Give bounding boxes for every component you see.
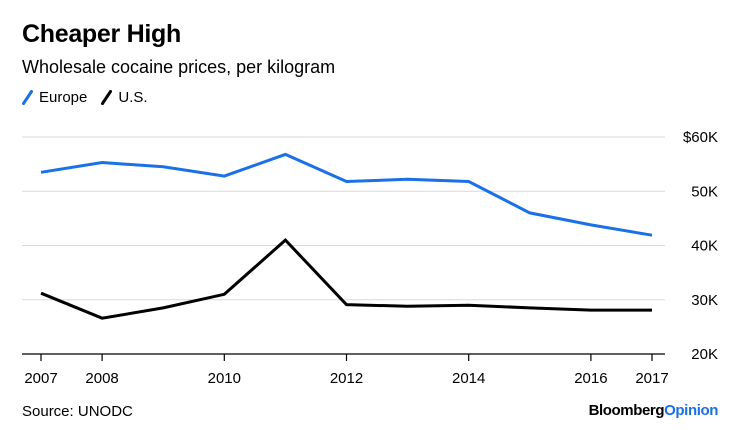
chart-title: Cheaper High — [22, 20, 181, 48]
brand-opinion: Opinion — [664, 402, 718, 419]
x-tick-label: 2008 — [85, 370, 118, 387]
legend-label-europe: Europe — [39, 89, 88, 106]
series-line-us — [40, 238, 652, 320]
chart-subtitle: Wholesale cocaine prices, per kilogram — [22, 57, 336, 77]
legend-swatch-us — [101, 90, 113, 105]
legend-item-europe: Europe — [22, 89, 87, 106]
y-tick-label: 30K — [691, 292, 718, 309]
y-tick-label: 40K — [691, 238, 718, 255]
legend-swatch-europe — [22, 90, 33, 105]
x-tick-label: 2007 — [24, 370, 57, 387]
y-tick-label: $60K — [683, 129, 718, 146]
x-tick-label: 2012 — [330, 370, 363, 387]
x-tick-label: 2016 — [574, 370, 607, 387]
source-note: Source: UNODC — [22, 403, 133, 420]
legend-item-us: U.S. — [101, 89, 148, 106]
series-line-europe — [40, 152, 653, 237]
brand-bloomberg: Bloomberg — [588, 402, 665, 419]
x-tick-label: 2014 — [452, 370, 485, 387]
x-tick-label: 2017 — [635, 370, 668, 387]
brand-logo: BloombergOpinion — [588, 402, 719, 419]
y-tick-label: 20K — [691, 346, 718, 363]
legend-label-us: U.S. — [118, 89, 148, 106]
x-tick-label: 2010 — [208, 370, 241, 387]
chart-legend: Europe U.S. — [22, 89, 162, 106]
y-tick-label: 50K — [691, 183, 718, 200]
